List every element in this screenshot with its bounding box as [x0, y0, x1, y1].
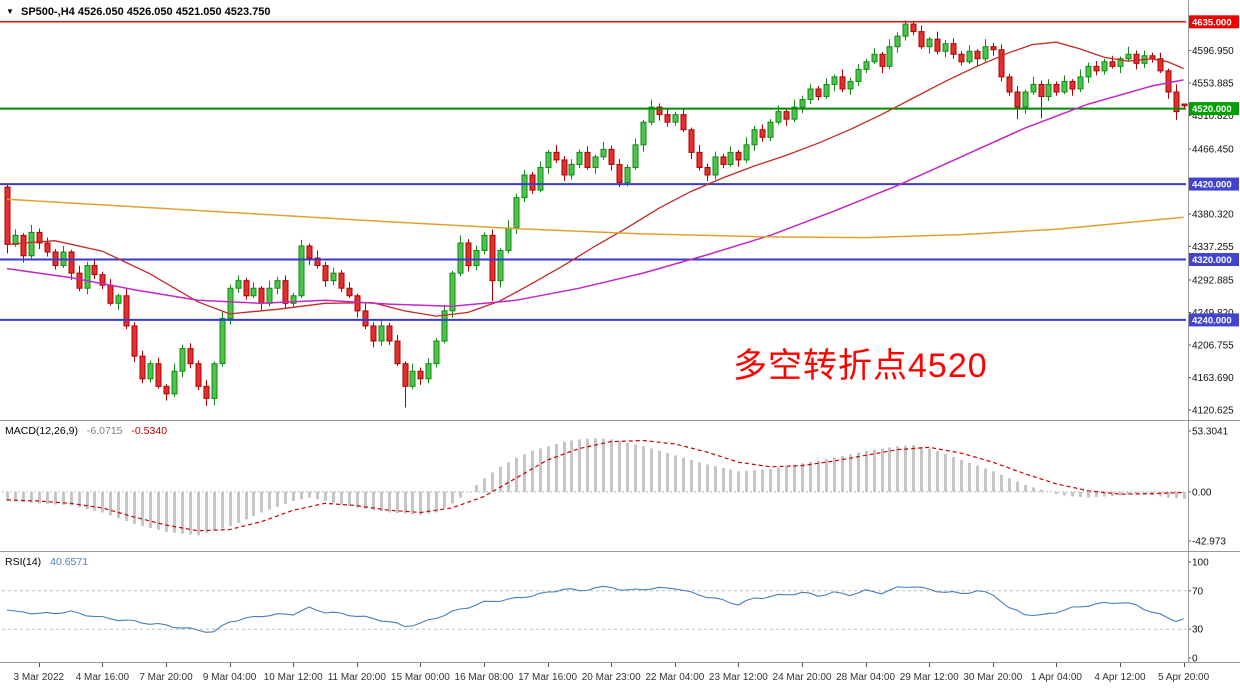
time-label: 7 Mar 20:00 — [139, 672, 193, 683]
time-label: 22 Mar 04:00 — [645, 672, 705, 683]
svg-text:4292.885: 4292.885 — [1192, 275, 1234, 286]
symbol-ohlc-label: SP500-,H4 4526.050 4526.050 4521.050 452… — [20, 6, 271, 18]
panel-separator — [0, 551, 1240, 552]
time-tick — [1184, 663, 1185, 667]
svg-text:100: 100 — [1192, 558, 1209, 569]
time-tick — [1056, 663, 1057, 667]
time-tick — [929, 663, 930, 667]
svg-text:4337.255: 4337.255 — [1192, 242, 1234, 253]
time-tick — [611, 663, 612, 667]
time-label: 10 Mar 12:00 — [263, 672, 323, 683]
macd-name-label: MACD(12,26,9) — [5, 425, 78, 437]
rsi-name-label: RSI(14) — [5, 556, 42, 568]
macd-header: MACD(12,26,9) -6.0715 -0.5340 — [5, 425, 167, 437]
svg-text:53.3041: 53.3041 — [1192, 427, 1229, 438]
time-tick — [738, 663, 739, 667]
svg-text:-42.973: -42.973 — [1192, 537, 1226, 548]
time-label: 4 Apr 12:00 — [1094, 672, 1146, 683]
time-label: 1 Apr 04:00 — [1030, 672, 1082, 683]
svg-text:4320.000: 4320.000 — [1192, 255, 1232, 266]
time-tick — [802, 663, 803, 667]
time-tick — [166, 663, 167, 667]
time-tick — [420, 663, 421, 667]
svg-text:4206.755: 4206.755 — [1192, 340, 1234, 351]
chart-title-bar: ▼ SP500-,H4 4526.050 4526.050 4521.050 4… — [6, 6, 271, 18]
svg-text:0: 0 — [1192, 654, 1198, 663]
time-label: 20 Mar 23:00 — [581, 672, 641, 683]
time-label: 3 Mar 2022 — [13, 672, 65, 683]
time-label: 9 Mar 04:00 — [202, 672, 257, 683]
svg-text:4420.000: 4420.000 — [1192, 180, 1232, 191]
time-label: 29 Mar 12:00 — [899, 672, 959, 683]
time-tick — [1120, 663, 1121, 667]
time-label: 5 Apr 20:00 — [1158, 672, 1210, 683]
time-axis[interactable]: 3 Mar 2022 4 Mar 16:00 7 Mar 20:00 9 Mar 04… — [0, 663, 1240, 696]
time-tick — [39, 663, 40, 667]
rsi-indicator-panel[interactable]: 100 70 30 0 — [0, 552, 1240, 662]
time-tick — [484, 663, 485, 667]
time-label: 28 Mar 04:00 — [836, 672, 896, 683]
svg-text:70: 70 — [1192, 586, 1204, 597]
time-label: 15 Mar 00:00 — [390, 672, 450, 683]
panel-separator — [0, 662, 1240, 663]
svg-text:4635.000: 4635.000 — [1192, 17, 1232, 28]
rsi-value: 40.6571 — [50, 556, 89, 568]
time-label: 23 Mar 12:00 — [708, 672, 768, 683]
svg-text:30: 30 — [1192, 625, 1204, 636]
time-tick — [293, 663, 294, 667]
time-tick — [548, 663, 549, 667]
svg-text:0.00: 0.00 — [1192, 487, 1212, 498]
time-label: 30 Mar 20:00 — [963, 672, 1023, 683]
svg-text:4163.690: 4163.690 — [1192, 373, 1234, 384]
time-label: 4 Mar 16:00 — [75, 672, 130, 683]
annotation-text: 多空转折点4520 — [733, 347, 988, 385]
macd-indicator-panel[interactable]: 53.3041 0.00 -42.973 — [0, 421, 1240, 551]
svg-text:4466.450: 4466.450 — [1192, 145, 1234, 156]
time-tick — [230, 663, 231, 667]
time-tick — [357, 663, 358, 667]
time-label: 16 Mar 08:00 — [454, 672, 514, 683]
price-axis-separator — [1188, 0, 1189, 662]
time-label: 17 Mar 16:00 — [518, 672, 578, 683]
macd-signal-value: -0.5340 — [131, 425, 168, 437]
svg-text:4520.000: 4520.000 — [1192, 104, 1232, 115]
time-tick — [993, 663, 994, 667]
panel-separator — [0, 420, 1240, 421]
collapse-arrow-icon[interactable]: ▼ — [6, 7, 14, 16]
svg-text:4553.885: 4553.885 — [1192, 79, 1234, 90]
time-tick — [675, 663, 676, 667]
svg-text:4510.820: 4510.820 — [1192, 111, 1234, 122]
svg-text:4596.950: 4596.950 — [1192, 46, 1234, 57]
macd-main-value: -6.0715 — [86, 425, 123, 437]
main-price-chart[interactable]: 4596.950 4553.885 4510.820 4466.450 4380.320… — [0, 0, 1240, 420]
time-label: 11 Mar 20:00 — [327, 672, 386, 683]
rsi-header: RSI(14) 40.6571 — [5, 556, 88, 568]
time-tick — [866, 663, 867, 667]
time-label: 24 Mar 20:00 — [772, 672, 832, 683]
time-tick — [102, 663, 103, 667]
svg-text:4380.320: 4380.320 — [1192, 210, 1234, 221]
svg-text:4240.000: 4240.000 — [1192, 315, 1232, 326]
svg-text:4120.625: 4120.625 — [1192, 406, 1234, 417]
